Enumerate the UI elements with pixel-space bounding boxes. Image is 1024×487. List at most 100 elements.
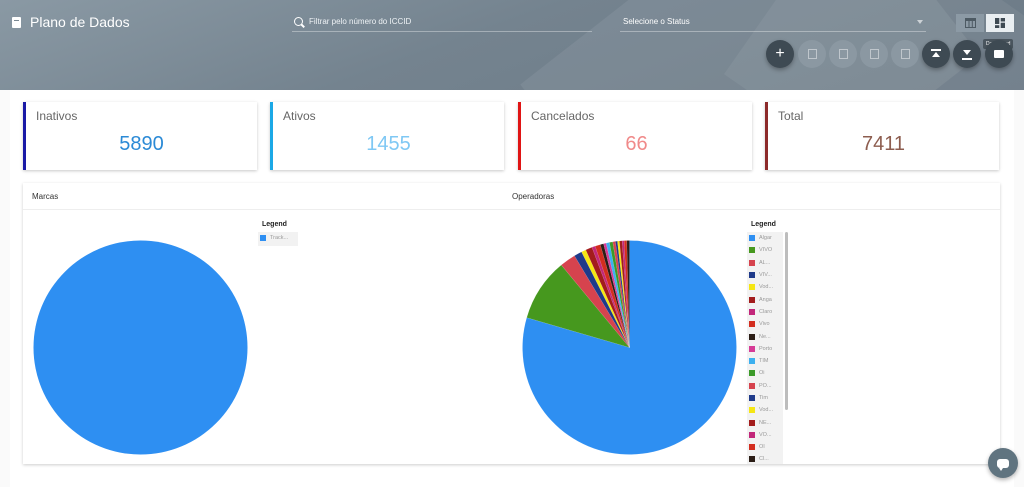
legend-title-operadoras: Legend: [751, 221, 776, 228]
document-icon: [838, 49, 848, 59]
action-button-4[interactable]: [891, 40, 919, 68]
legend-swatch: [749, 419, 755, 426]
legend-item[interactable]: OI: [747, 441, 783, 453]
legend-title-marcas: Legend: [262, 221, 287, 228]
folder-icon: [994, 50, 1004, 58]
stat-label: Total: [778, 109, 804, 123]
search-icon: [294, 17, 303, 26]
pie-slice[interactable]: [623, 240, 630, 348]
legend-swatch: [749, 358, 755, 365]
legend-item[interactable]: VO...: [747, 429, 783, 441]
legend-label: OI: [759, 444, 765, 451]
pie-slice[interactable]: [605, 242, 630, 348]
legend-label: Anga: [759, 296, 772, 303]
search-bar: [292, 12, 592, 32]
legend-swatch: [260, 235, 266, 242]
document-icon: [807, 49, 817, 59]
legend-item[interactable]: Oi: [747, 367, 783, 379]
book-icon: [12, 16, 21, 28]
legend-item[interactable]: Claro: [747, 306, 783, 318]
legend-item[interactable]: Porto: [747, 343, 783, 355]
legend-item[interactable]: Cl...: [747, 453, 783, 464]
legend-item[interactable]: AL...: [747, 257, 783, 269]
pie-slice[interactable]: [574, 251, 630, 348]
view-toggle: [956, 14, 1014, 32]
pie-slice[interactable]: [599, 243, 630, 348]
dashboard-icon: [995, 18, 1005, 28]
stat-value: 7411: [861, 133, 905, 155]
legend-label: Vivo: [759, 321, 770, 328]
panel-divider: [23, 209, 1000, 210]
legend-label: Ne...: [759, 333, 771, 340]
legend-label: Algar: [759, 235, 772, 242]
legend-label: Porto: [759, 345, 773, 352]
pie-slice[interactable]: [615, 240, 630, 348]
legend-label: Claro: [759, 308, 773, 315]
dashboard-view-button[interactable]: [986, 14, 1014, 32]
legend-swatch: [749, 296, 755, 303]
legend-item[interactable]: PO...: [747, 380, 783, 392]
document-icon: [869, 49, 879, 59]
download-button[interactable]: [953, 40, 981, 68]
pie-slice[interactable]: [585, 246, 630, 348]
chat-button[interactable]: [988, 448, 1018, 478]
action-button-1[interactable]: [798, 40, 826, 68]
legend-item[interactable]: Track...: [258, 232, 298, 244]
pie-slice[interactable]: [526, 264, 631, 348]
legend-scrollbar[interactable]: [785, 232, 788, 410]
pie-slice[interactable]: [33, 240, 248, 455]
legend-item[interactable]: NE...: [747, 416, 783, 428]
add-button[interactable]: +: [766, 40, 794, 68]
legend-label: VIV...: [759, 272, 772, 279]
legend-item[interactable]: Algar: [747, 232, 783, 244]
legend-label: Vod...: [759, 407, 774, 414]
legend-marcas: Track...: [258, 232, 298, 246]
legend-swatch: [749, 407, 755, 414]
legend-item[interactable]: VIVO: [747, 244, 783, 256]
pie-slice[interactable]: [626, 240, 630, 348]
pie-slice[interactable]: [609, 241, 630, 348]
chat-icon: [997, 458, 1009, 471]
legend-item[interactable]: Vod...: [747, 281, 783, 293]
legend-swatch: [749, 272, 755, 279]
table-view-button[interactable]: [956, 14, 984, 32]
pie-slice[interactable]: [621, 240, 630, 348]
legend-item[interactable]: Tim: [747, 392, 783, 404]
download-icon: [962, 49, 972, 60]
folder-button[interactable]: [985, 40, 1013, 68]
pie-slice[interactable]: [594, 244, 630, 348]
legend-item[interactable]: VIV...: [747, 269, 783, 281]
legend-item[interactable]: Vod...: [747, 404, 783, 416]
legend-swatch: [749, 235, 755, 242]
chart-title-marcas: Marcas: [32, 192, 59, 201]
pie-slice[interactable]: [591, 245, 630, 348]
status-select[interactable]: Selecione o Status: [620, 12, 926, 32]
stat-card-ativos: Ativos 1455: [270, 102, 504, 170]
pie-slice[interactable]: [617, 240, 630, 348]
legend-swatch: [749, 444, 755, 451]
stat-label: Cancelados: [531, 109, 595, 123]
pie-slice[interactable]: [612, 241, 630, 348]
legend-label: Vod...: [759, 284, 774, 291]
status-select-value: Selecione o Status: [623, 17, 690, 26]
legend-label: Track...: [270, 235, 289, 242]
pie-slice[interactable]: [603, 242, 630, 348]
pie-slice[interactable]: [619, 240, 630, 348]
action-button-2[interactable]: [829, 40, 857, 68]
upload-icon: [931, 48, 941, 60]
stat-label: Inativos: [36, 109, 78, 123]
upload-button[interactable]: [922, 40, 950, 68]
legend-item[interactable]: TIM: [747, 355, 783, 367]
search-input[interactable]: [309, 17, 579, 26]
legend-item[interactable]: Anga: [747, 293, 783, 305]
legend-item[interactable]: Ne...: [747, 330, 783, 342]
legend-item[interactable]: Vivo: [747, 318, 783, 330]
table-icon: [964, 18, 976, 28]
action-button-3[interactable]: [860, 40, 888, 68]
legend-label: TIM: [759, 358, 769, 365]
pie-slice[interactable]: [560, 255, 630, 348]
stat-card-total: Total 7411: [765, 102, 999, 170]
pie-slice[interactable]: [581, 249, 630, 348]
legend-label: Cl...: [759, 456, 769, 463]
pie-slice[interactable]: [522, 240, 737, 455]
